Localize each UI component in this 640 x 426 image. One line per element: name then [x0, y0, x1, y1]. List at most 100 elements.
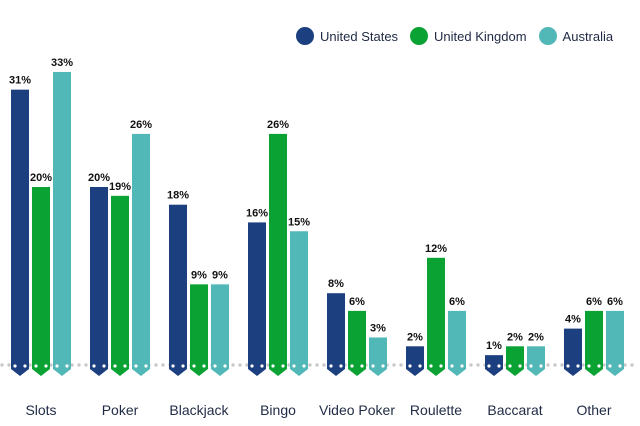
bar-tip-dot [487, 364, 491, 368]
bar-tip-dot [302, 364, 306, 368]
baseline-dot [623, 363, 627, 367]
bar-tip-dot [44, 364, 48, 368]
bar-tip-dot [597, 364, 601, 368]
bar-slots-united-kingdom-label: 20% [30, 172, 52, 184]
baseline-dot [77, 363, 81, 367]
bar-tip-dot [55, 364, 59, 368]
baseline-dot [49, 363, 53, 367]
bar-other-united-states [564, 328, 582, 364]
bar-tip-dot [113, 364, 117, 368]
baseline-dot [322, 363, 326, 367]
bar-baccarat-united-kingdom-label: 2% [507, 331, 523, 343]
bar-blackjack-united-kingdom-label: 9% [191, 269, 207, 281]
baseline-dot [84, 363, 88, 367]
bar-tip-dot [144, 364, 148, 368]
bar-tip-dot [381, 364, 385, 368]
bar-other-australia [606, 310, 624, 364]
baseline-dot [476, 363, 480, 367]
bar-other-united-kingdom-label: 6% [586, 296, 602, 308]
baseline-dot [238, 363, 242, 367]
bar-roulette-united-kingdom [427, 257, 445, 364]
legend-swatch-australia [538, 27, 557, 45]
bar-video-poker-australia-label: 3% [370, 322, 386, 334]
bar-bingo-australia [290, 231, 308, 364]
bar-tip-dot [339, 364, 343, 368]
category-label-video-poker: Video Poker [319, 402, 395, 418]
baseline-dot [0, 363, 4, 367]
bar-tip-dot [497, 364, 501, 368]
bar-roulette-united-states-label: 2% [407, 331, 423, 343]
bar-tip-dot [518, 364, 522, 368]
bar-roulette-australia-label: 6% [449, 296, 465, 308]
bar-video-poker-australia [369, 337, 387, 364]
baseline-dot [581, 363, 585, 367]
bar-tip-dot [202, 364, 206, 368]
baseline-dot [560, 363, 564, 367]
category-label-poker: Poker [102, 402, 139, 418]
baseline-dot [231, 363, 235, 367]
bar-video-poker-united-states-label: 8% [328, 278, 344, 290]
bar-tip-dot [134, 364, 138, 368]
bar-poker-australia-label: 26% [130, 119, 152, 131]
bar-blackjack-australia-label: 9% [212, 269, 228, 281]
legend-item-australia: Australia [538, 27, 614, 45]
bar-tip-dot [529, 364, 533, 368]
bar-poker-united-states-label: 20% [88, 172, 110, 184]
bar-roulette-united-states [406, 346, 424, 364]
bar-tip-dot [587, 364, 591, 368]
bar-blackjack-australia [211, 284, 229, 364]
category-label-baccarat: Baccarat [487, 402, 542, 418]
legend: United States United Kingdom Australia [296, 27, 625, 45]
bar-tip-dot [181, 364, 185, 368]
legend-label-united-states: United States [320, 28, 399, 44]
bar-other-united-kingdom [585, 310, 603, 364]
bar-poker-united-states [90, 187, 108, 364]
bar-baccarat-australia-label: 2% [528, 331, 544, 343]
legend-swatch-united-states [296, 27, 314, 45]
bar-baccarat-united-kingdom [506, 346, 524, 364]
bar-blackjack-united-states-label: 18% [167, 190, 189, 202]
bar-tip-dot [271, 364, 275, 368]
bar-tip-dot [13, 364, 17, 368]
bar-video-poker-united-states [327, 293, 345, 364]
bar-tip-dot [213, 364, 217, 368]
bar-slots-australia [53, 71, 71, 364]
baseline-dot [7, 363, 11, 367]
baseline-dot [602, 363, 606, 367]
category-label-bingo: Bingo [260, 402, 296, 418]
bar-bingo-united-kingdom [269, 133, 287, 364]
bar-tip-dot [102, 364, 106, 368]
bar-tip-dot [566, 364, 570, 368]
legend-label-australia: Australia [562, 28, 614, 44]
bar-tip-dot [292, 364, 296, 368]
bar-baccarat-australia [527, 346, 545, 364]
bar-baccarat-united-states-label: 1% [486, 340, 502, 352]
bar-slots-australia-label: 33% [51, 57, 73, 69]
bar-tip-dot [171, 364, 175, 368]
baseline-dot [287, 363, 291, 367]
baseline-dot [154, 363, 158, 367]
bar-poker-united-kingdom-label: 19% [109, 181, 131, 193]
bar-tip-dot [260, 364, 264, 368]
baseline-dot [630, 363, 634, 367]
bar-tip-dot [23, 364, 27, 368]
bar-tip-dot [450, 364, 454, 368]
bar-poker-australia [132, 133, 150, 364]
bar-tip-dot [281, 364, 285, 368]
baseline-dot [553, 363, 557, 367]
bar-tip-dot [408, 364, 412, 368]
bar-tip-dot [123, 364, 127, 368]
baseline-dot [469, 363, 473, 367]
bar-video-poker-united-kingdom [348, 310, 366, 364]
bar-tip-dot [618, 364, 622, 368]
baseline-dot [161, 363, 165, 367]
bar-tip-dot [576, 364, 580, 368]
bar-other-united-states-label: 4% [565, 314, 581, 326]
baseline-dot [546, 363, 550, 367]
bar-slots-united-states [11, 89, 29, 365]
bar-tip-dot [439, 364, 443, 368]
baseline-dot [399, 363, 403, 367]
bar-roulette-australia [448, 310, 466, 364]
baseline-dot [245, 363, 249, 367]
